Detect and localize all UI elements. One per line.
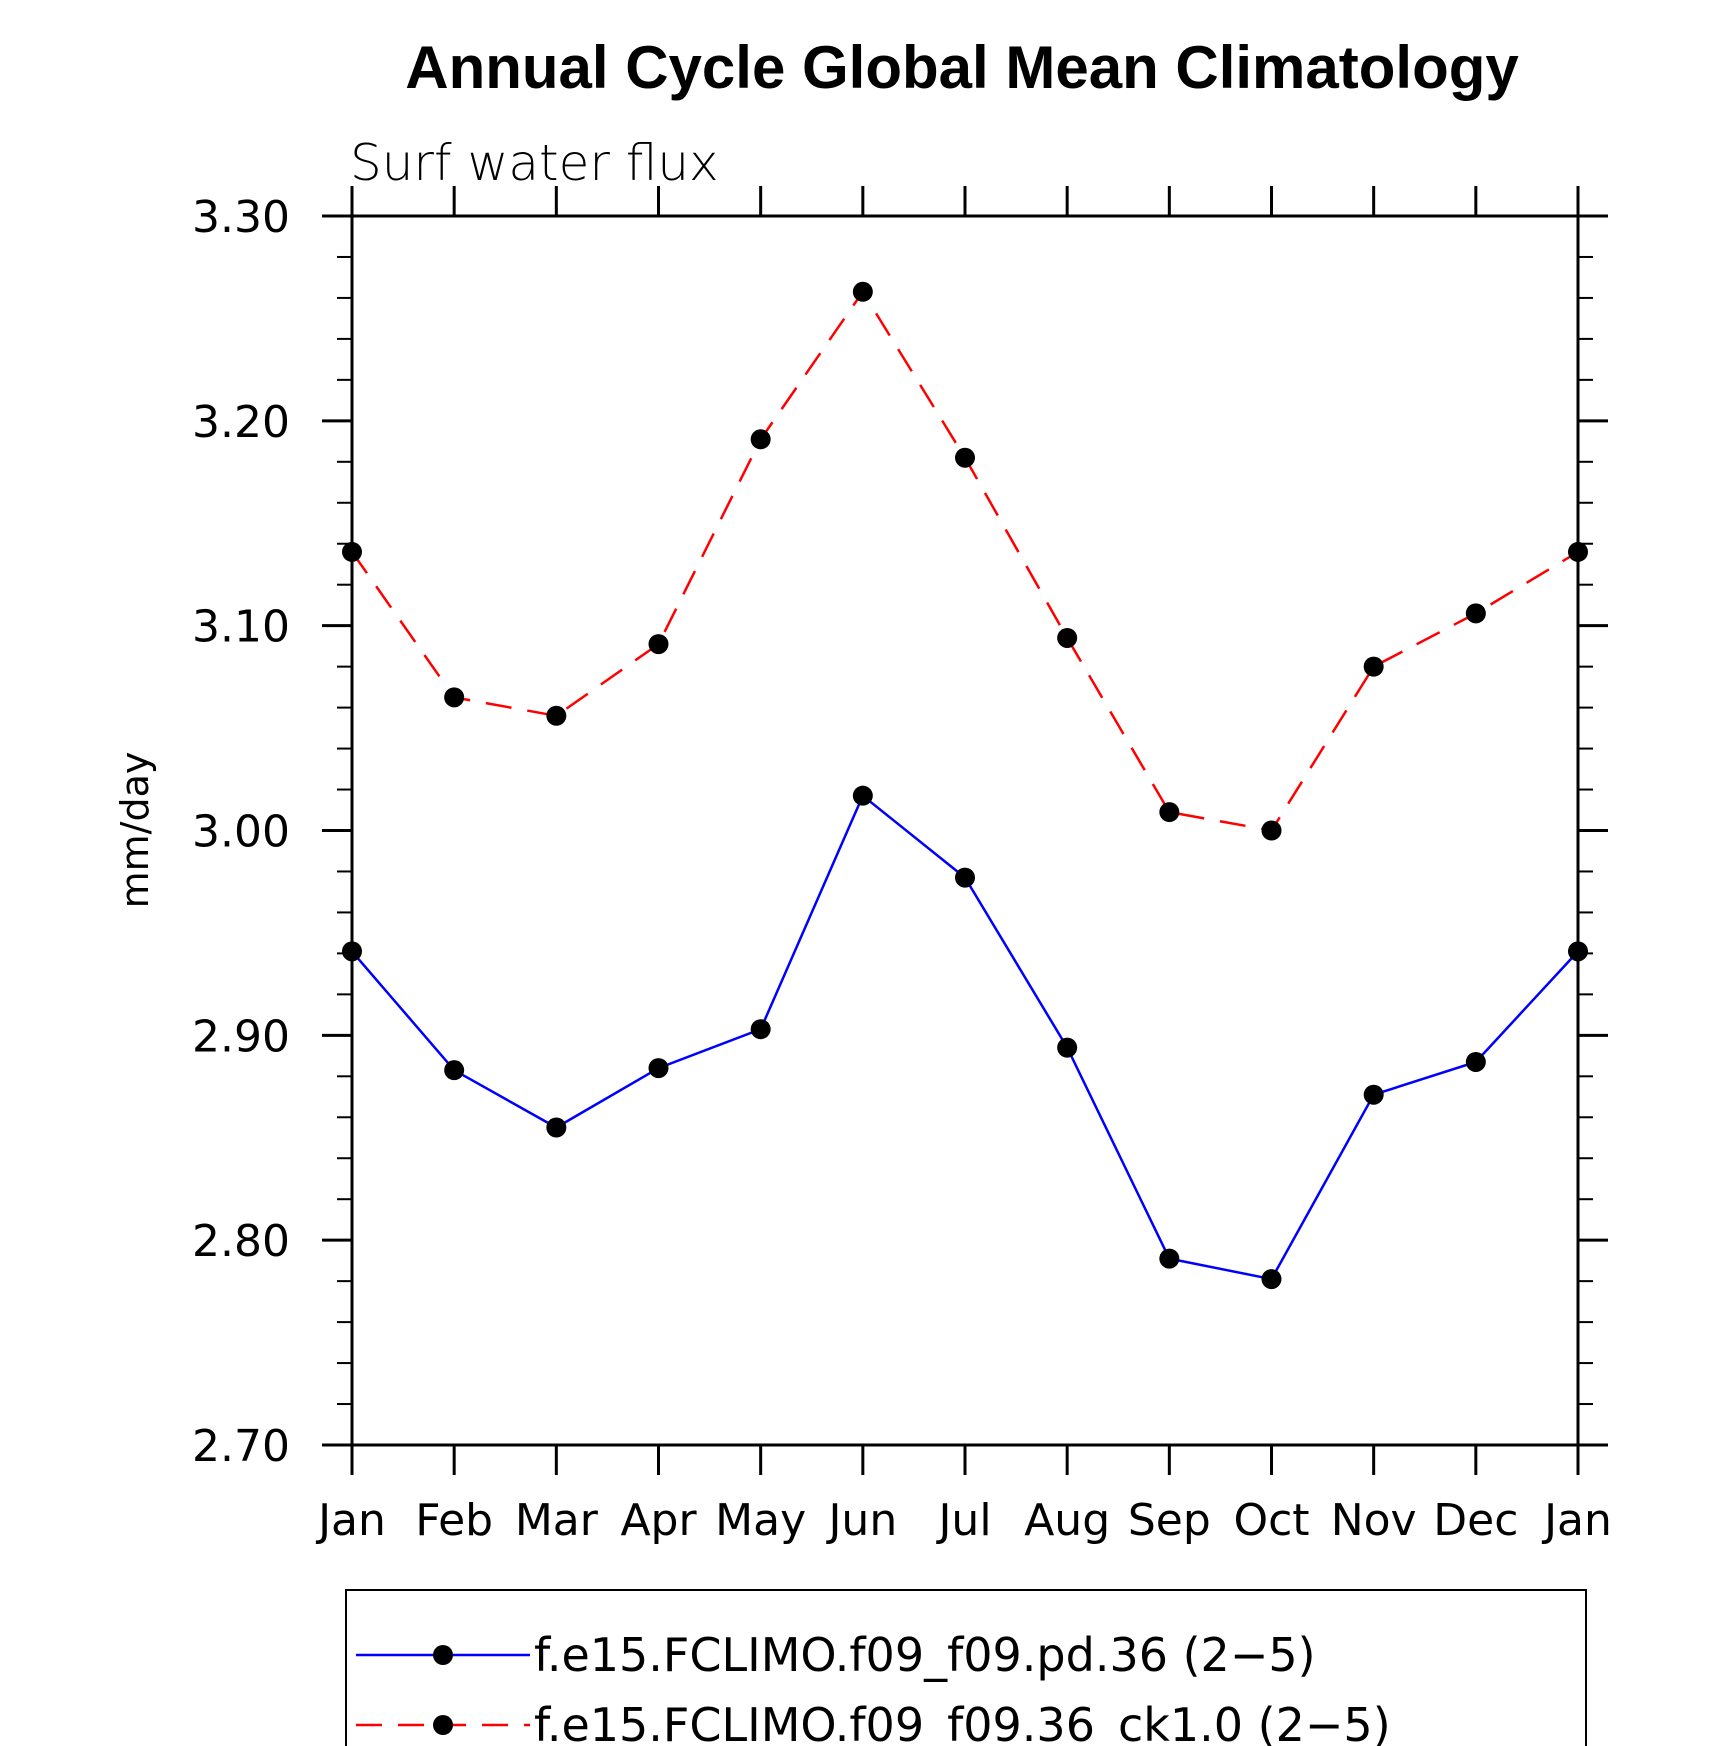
data-point [1057, 1037, 1078, 1058]
y-tick-label: 2.70 [192, 1421, 290, 1472]
data-point [546, 705, 567, 726]
y-tick-label: 3.10 [192, 602, 290, 653]
legend-label-2: f.e15.FCLIMO.f09_f09.36_ck1.0 (2−5) [534, 1698, 1391, 1746]
legend-marker [433, 1645, 453, 1665]
data-point [1159, 802, 1180, 823]
x-tick-label: Dec [1433, 1495, 1518, 1546]
data-point [1465, 603, 1486, 624]
data-point [1568, 941, 1588, 962]
data-point [852, 785, 873, 806]
x-tick-label: Jan [1541, 1495, 1612, 1546]
x-tick-label: Jan [315, 1495, 386, 1546]
data-point [1465, 1051, 1486, 1072]
data-point [852, 281, 873, 302]
y-tick-label: 3.00 [192, 807, 290, 858]
x-tick-label: May [715, 1495, 806, 1546]
data-point [546, 1117, 567, 1138]
data-point [444, 1060, 465, 1081]
data-point [750, 1019, 771, 1040]
y-tick-label: 3.20 [192, 397, 290, 448]
data-point [648, 634, 669, 655]
x-tick-label: Aug [1024, 1495, 1110, 1546]
data-point [1159, 1248, 1180, 1269]
x-tick-label: Apr [620, 1495, 697, 1546]
x-tick-label: Oct [1233, 1495, 1309, 1546]
data-point [1057, 627, 1078, 648]
data-point [1261, 1269, 1282, 1290]
data-point [750, 429, 771, 450]
y-tick-label: 2.90 [192, 1011, 290, 1062]
x-tick-label: Feb [415, 1495, 493, 1546]
axes: Jan Feb Mar Apr May Jun Jul Aug Sep Oct Nov Dec Jan 2… [192, 186, 1612, 1546]
legend-marker [433, 1715, 453, 1735]
data-point [342, 941, 362, 962]
y-tick-label: 3.30 [192, 192, 290, 243]
y-axis-label: mm/day [113, 752, 157, 909]
data-point [955, 447, 975, 468]
chart-subtitle: Surf water flux [350, 134, 719, 192]
x-tick-label: Jun [825, 1495, 897, 1546]
x-tick-label: Jul [935, 1495, 991, 1546]
data-point [1568, 541, 1588, 562]
data-point [1261, 820, 1282, 841]
data-point [342, 541, 362, 562]
data-point [1363, 656, 1384, 677]
x-tick-label: Sep [1128, 1495, 1211, 1546]
series-layer [342, 281, 1588, 1290]
data-point [444, 687, 465, 708]
plot-frame [350, 214, 1580, 1447]
data-point [648, 1058, 669, 1079]
legend: f.e15.FCLIMO.f09_f09.pd.36 (2−5) f.e15.FC… [356, 1628, 1391, 1746]
series-line-2 [350, 289, 1579, 832]
chart-title: Annual Cycle Global Mean Climatology [405, 34, 1519, 101]
legend-label-1: f.e15.FCLIMO.f09_f09.pd.36 (2−5) [534, 1628, 1316, 1682]
x-tick-label: Nov [1331, 1495, 1417, 1546]
y-tick-label: 2.80 [192, 1216, 290, 1267]
legend-box [345, 1589, 1587, 1746]
data-point [1363, 1084, 1384, 1105]
x-tick-label: Mar [515, 1495, 599, 1546]
data-point [955, 867, 975, 888]
